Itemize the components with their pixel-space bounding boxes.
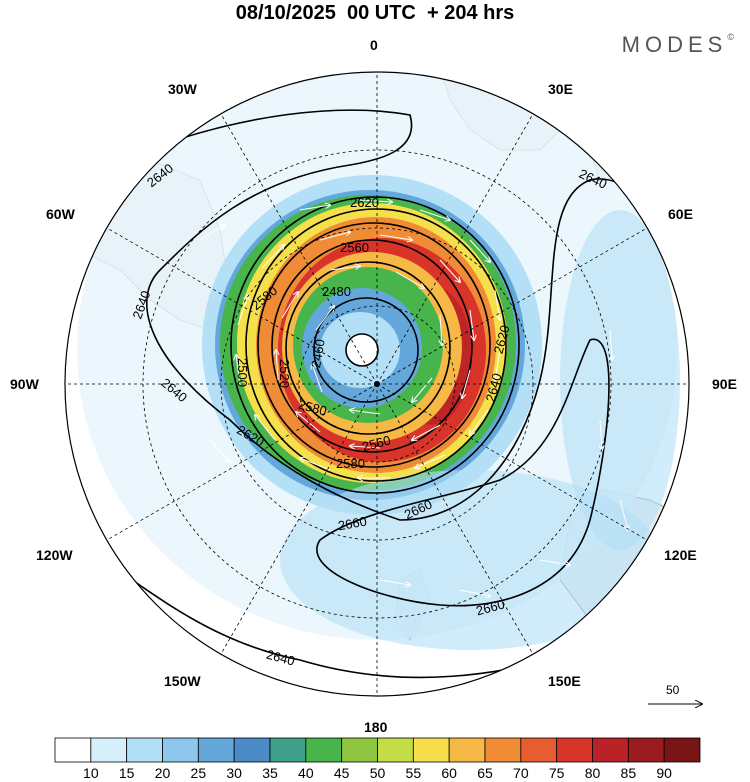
colorbar-swatch <box>484 737 522 763</box>
colorbar-tick-label: 40 <box>298 765 314 781</box>
colorbar-tick-label: 50 <box>370 765 386 781</box>
colorbar-swatch <box>197 737 235 763</box>
colorbar-swatch <box>377 737 414 763</box>
contour-label: 2500 <box>235 358 250 387</box>
jet-east <box>560 210 680 550</box>
lon-label-150e: 150E <box>548 673 581 689</box>
lon-label-60w: 60W <box>46 206 76 222</box>
lon-label-90w: 90W <box>10 376 40 392</box>
colorbar-swatch <box>269 737 307 763</box>
lon-label-120w: 120W <box>36 547 73 563</box>
colorbar-tick-label: 25 <box>191 765 207 781</box>
colorbar-tick-label: 85 <box>621 765 637 781</box>
reference-vector: 50 <box>648 683 702 704</box>
lon-label-60e: 60E <box>668 206 693 222</box>
contour-label: 2640 <box>483 372 505 404</box>
colorbar-swatch <box>556 737 593 763</box>
lon-label-30w: 30W <box>168 81 198 97</box>
brand-name: MODES <box>621 32 728 57</box>
colorbar-tick-label: 30 <box>226 765 242 781</box>
colorbar-tick-label: 65 <box>477 765 493 781</box>
contour-label: 2580 <box>297 397 329 419</box>
colorbar-swatch <box>90 737 128 763</box>
colorbar-tick-label: 80 <box>585 765 601 781</box>
reference-vector-value: 50 <box>666 683 680 697</box>
lon-label-180: 180 <box>364 719 388 735</box>
colorbar-swatch <box>592 737 629 763</box>
colorbar-swatch <box>126 737 163 763</box>
colorbar-tick-label: 70 <box>513 765 529 781</box>
lon-label-120e: 120E <box>664 547 697 563</box>
colorbar-swatch <box>520 737 558 763</box>
colorbar-swatch <box>448 737 486 763</box>
contour-label: 2620 <box>491 324 513 356</box>
colorbar-swatch <box>412 737 450 763</box>
colorbar-swatch <box>233 737 271 763</box>
wind-speed-shading <box>77 72 680 650</box>
colorbar-tick-label: 15 <box>119 765 135 781</box>
contour-label: 2460 <box>308 338 328 369</box>
contour-label: 2560 <box>360 432 392 454</box>
colorbar-swatch <box>627 737 665 763</box>
lon-label-90e: 90E <box>712 376 737 392</box>
colorbar-tick-label: 55 <box>406 765 422 781</box>
colorbar-swatch <box>341 737 378 763</box>
longitude-labels: 0 30E 60E 90E 120E 150E 180 150W 120W 90… <box>10 37 737 735</box>
meridians <box>65 72 689 696</box>
colorbar-tick-label: 45 <box>334 765 350 781</box>
contour-label: 2580 <box>336 456 365 471</box>
colorbar-swatch <box>663 737 701 763</box>
colorbar-tick-label: 35 <box>262 765 278 781</box>
colorbar-tick-label: 75 <box>549 765 565 781</box>
contour-label: 2660 <box>474 596 506 618</box>
contour-label: 2520 <box>277 359 292 388</box>
colorbar-swatch <box>54 737 92 763</box>
band-inner-white <box>346 334 378 366</box>
colorbar-tick-label: 10 <box>83 765 99 781</box>
brand-logo: MODES© <box>622 32 734 58</box>
lon-label-30e: 30E <box>548 81 573 97</box>
lon-label-150w: 150W <box>164 673 201 689</box>
lon-label-0: 0 <box>370 37 378 53</box>
colorbar-tick-label: 20 <box>155 765 171 781</box>
wind-vectors <box>199 200 628 596</box>
colorbar-swatch <box>162 737 199 763</box>
contour-label: 2480 <box>322 284 351 299</box>
map-title: 08/10/2025 00 UTC + 204 hrs <box>235 2 515 24</box>
colorbar: 10 15 20 25 30 35 40 45 50 55 60 65 70 75 80 85 90 <box>54 737 701 781</box>
height-contours <box>69 109 689 679</box>
copyright-mark: © <box>727 32 734 42</box>
pole-marker <box>374 381 380 387</box>
contour-label: 2620 <box>350 195 379 210</box>
contour-label: 2660 <box>337 514 368 534</box>
colorbar-tick-label: 90 <box>656 765 672 781</box>
colorbar-swatch <box>305 737 343 763</box>
map-border <box>64 71 690 697</box>
contour-label: 2640 <box>265 647 297 669</box>
contour-label: 2560 <box>340 240 369 255</box>
colorbar-tick-label: 60 <box>441 765 457 781</box>
